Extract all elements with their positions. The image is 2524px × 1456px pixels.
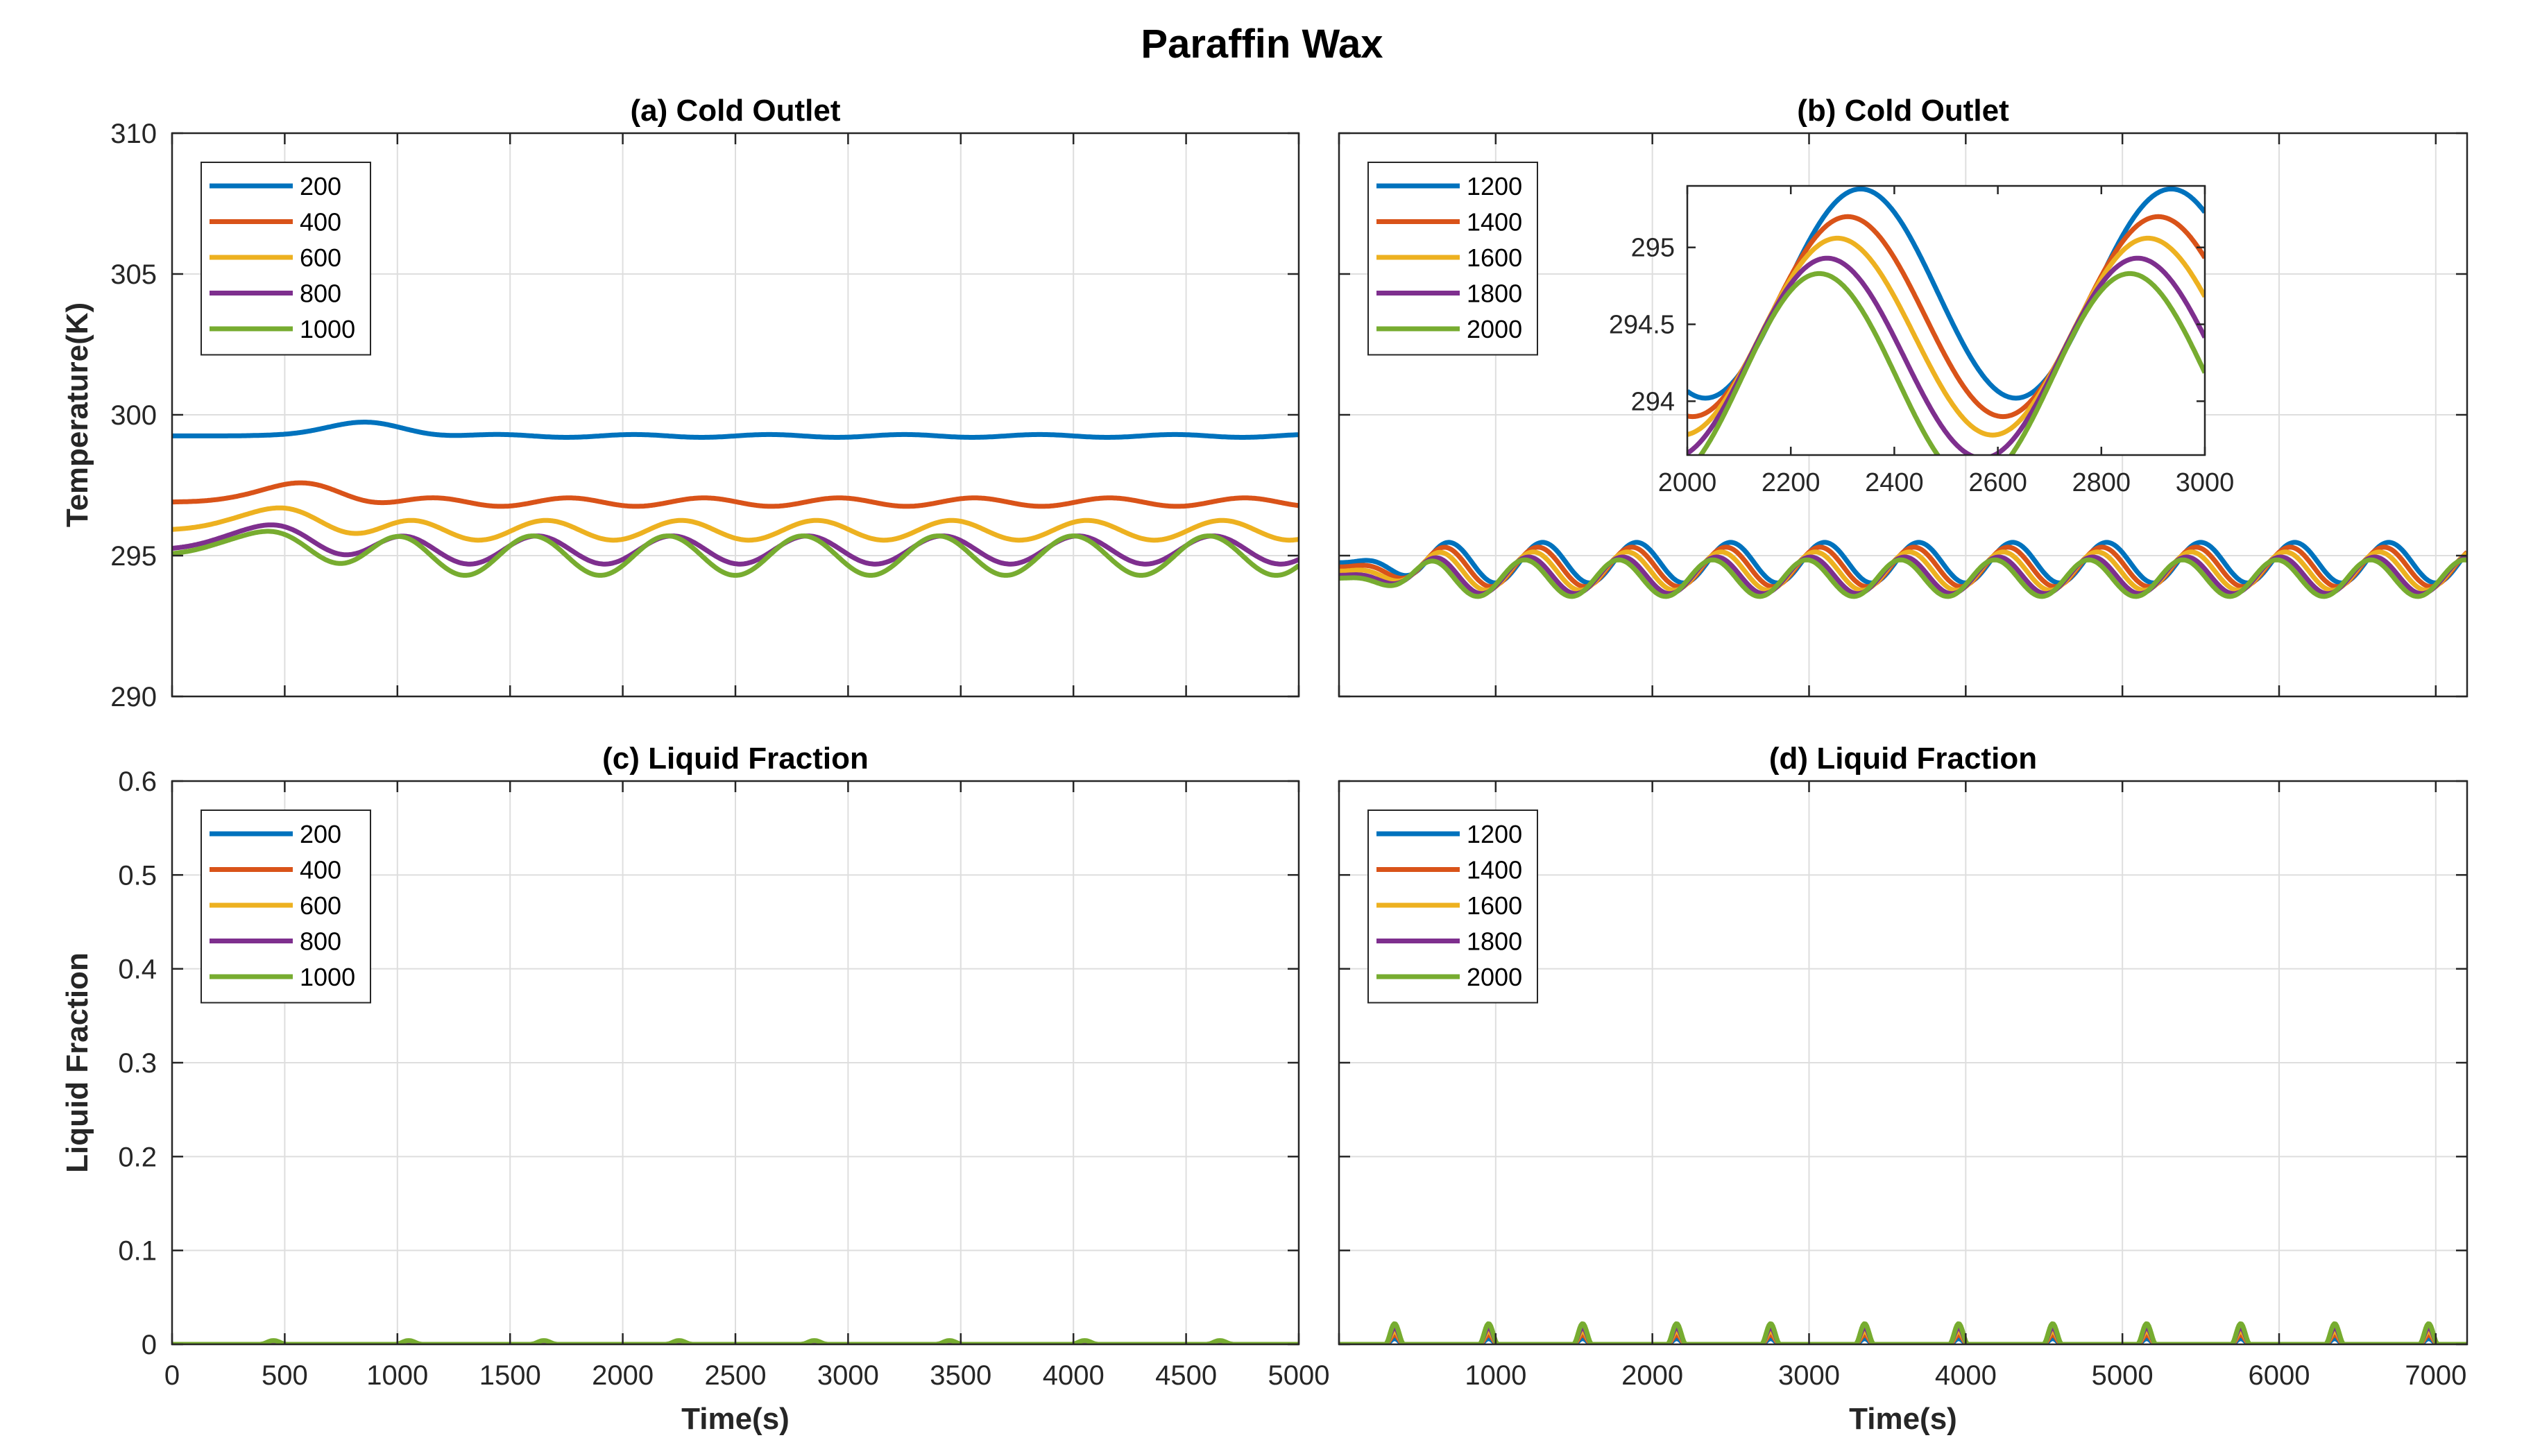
inset-x-tick-label: 2000: [1658, 468, 1717, 497]
legend-label: 600: [300, 891, 341, 920]
y-tick-label: 0.1: [118, 1236, 157, 1267]
y-tick-label: 310: [110, 119, 157, 149]
y-tick-label: 0.6: [118, 766, 157, 797]
panel-a: 290 295 300 305 310 (a) Cold Outlet Temperatur…: [60, 94, 1300, 712]
inset-y-tick-label: 294.5: [1609, 311, 1675, 340]
panel-d: 1000 2000 3000 4000 5000 6000 7000 (d) Liquid F…: [1338, 742, 2468, 1436]
x-tick-label: 1000: [1465, 1360, 1526, 1391]
legend-label: 1400: [1467, 856, 1522, 884]
x-tick-label: 1000: [366, 1360, 428, 1391]
y-tick-label: 0.4: [118, 954, 157, 985]
legend-label: 1000: [300, 315, 355, 343]
panel-title: (b) Cold Outlet: [1797, 94, 2009, 128]
legend-label: 1200: [1467, 172, 1522, 200]
legend: 1200 1400 1600 1800 2000: [1367, 810, 1538, 1004]
inset-zoom: 2000 2200 2400 2600 2800 3000 294 294.5 295: [1609, 185, 2235, 497]
x-tick-label: 2000: [1621, 1360, 1683, 1391]
x-tick-label: 7000: [2405, 1360, 2466, 1391]
panel-title: (d) Liquid Fraction: [1769, 742, 2037, 776]
y-tick-label: 300: [110, 400, 157, 431]
y-axis-label: Liquid Fraction: [60, 952, 94, 1173]
figure-title: Paraffin Wax: [1141, 22, 1383, 67]
legend-label: 200: [300, 172, 341, 200]
series-line-1600: [1339, 549, 2467, 593]
series-line-200: [172, 420, 1299, 440]
x-tick-label: 5000: [1268, 1360, 1330, 1391]
series-line-1800: [1339, 554, 2467, 597]
y-tick-label: 0.2: [118, 1142, 157, 1172]
legend-label: 1000: [300, 963, 355, 991]
y-tick-label: 290: [110, 682, 157, 712]
series-line-1000: [172, 529, 1299, 578]
x-tick-label: 3500: [930, 1360, 991, 1391]
legend-label: 1800: [1467, 280, 1522, 308]
legend: 200 400 600 800 1000: [201, 162, 371, 356]
legend-label: 1200: [1467, 820, 1522, 848]
legend-label: 1600: [1467, 243, 1522, 272]
inset-x-tick-label: 3000: [2176, 468, 2235, 497]
x-tick-label: 2000: [592, 1360, 654, 1391]
x-tick-label: 5000: [2092, 1360, 2154, 1391]
y-axis-label: Temperature(K): [60, 302, 94, 527]
legend-label: 200: [300, 820, 341, 848]
inset-y-tick-label: 294: [1631, 387, 1675, 416]
x-tick-label: 1500: [479, 1360, 541, 1391]
x-tick-label: 6000: [2249, 1360, 2310, 1391]
y-tick-label: 295: [110, 541, 157, 572]
inset-series-line-2000: [1698, 271, 2205, 455]
x-tick-label: 3000: [1778, 1360, 1840, 1391]
panel-title: (a) Cold Outlet: [630, 94, 840, 128]
legend-label: 1800: [1467, 927, 1522, 956]
legend: 200 400 600 800 1000: [201, 810, 371, 1004]
y-tick-label: 0: [142, 1330, 157, 1360]
x-tick-label: 3000: [817, 1360, 879, 1391]
x-tick-label: 500: [262, 1360, 308, 1391]
x-axis-label: Time(s): [1849, 1402, 1957, 1436]
legend-label: 800: [300, 280, 341, 308]
series-line-2000: [1339, 557, 2467, 599]
y-tick-label: 305: [110, 259, 157, 290]
x-tick-label: 2500: [705, 1360, 767, 1391]
y-tick-label: 0.3: [118, 1048, 157, 1079]
legend-label: 2000: [1467, 963, 1522, 991]
series-line-800: [172, 522, 1299, 567]
inset-x-tick-label: 2600: [1968, 468, 2027, 497]
x-axis-label: Time(s): [681, 1402, 790, 1436]
legend-label: 400: [300, 856, 341, 884]
series-line-400: [172, 480, 1299, 509]
inset-x-tick-label: 2800: [2072, 468, 2131, 497]
inset-x-tick-label: 2200: [1762, 468, 1820, 497]
y-tick-label: 0.5: [118, 860, 157, 891]
legend: 1200 1400 1600 1800 2000: [1367, 162, 1538, 356]
legend-label: 1600: [1467, 891, 1522, 920]
x-tick-label: 4000: [1935, 1360, 1997, 1391]
legend-label: 2000: [1467, 315, 1522, 343]
inset-x-tick-label: 2400: [1865, 468, 1924, 497]
x-tick-label: 4000: [1043, 1360, 1105, 1391]
x-tick-label: 4500: [1155, 1360, 1217, 1391]
legend-label: 800: [300, 927, 341, 956]
series-line-600: [172, 505, 1299, 543]
x-tick-label: 0: [164, 1360, 180, 1391]
panel-title: (c) Liquid Fraction: [602, 742, 869, 776]
panel-c: 0 500 1000 1500 2000 2500 3000 3500 4000 4500 5000…: [60, 742, 1329, 1436]
legend-label: 1400: [1467, 208, 1522, 237]
inset-y-tick-label: 295: [1631, 234, 1675, 263]
legend-label: 400: [300, 208, 341, 237]
legend-label: 600: [300, 243, 341, 272]
